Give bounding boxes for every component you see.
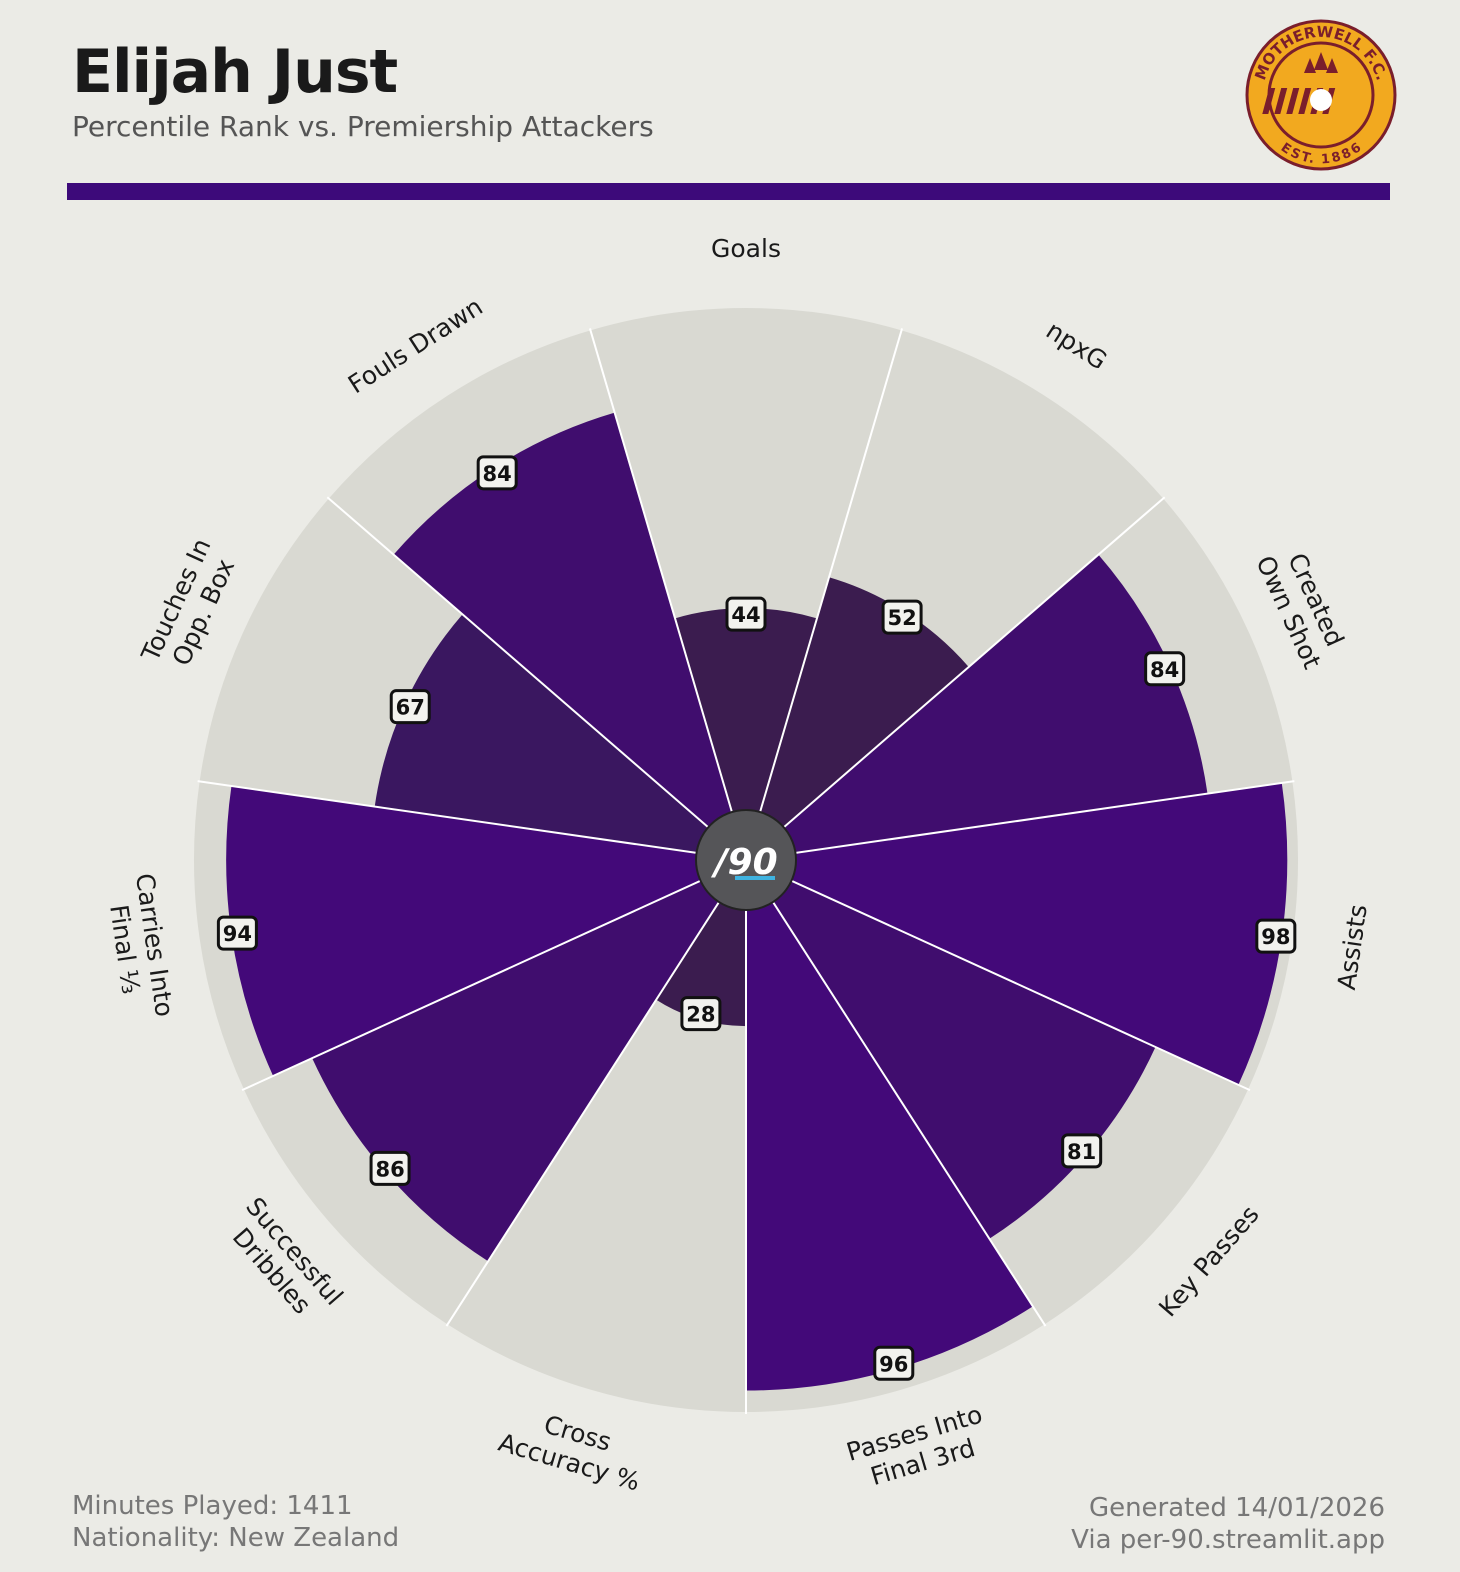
page-title: Elijah Just (72, 37, 398, 107)
category-label-line: Assists (1332, 903, 1373, 992)
crest-stripe (1274, 88, 1288, 114)
center-logo: /90 (695, 809, 797, 911)
category-label-carries-into-final: Carries IntoFinal ⅓ (100, 871, 179, 1022)
slice-divider (745, 780, 1295, 861)
data-label-goals: 44 (725, 596, 767, 632)
slice-divider (241, 859, 747, 1092)
slice-divider (745, 859, 1251, 1092)
bar-key-passes (754, 866, 1156, 1239)
bar-carries-into-final (226, 786, 732, 1076)
category-label-assists: Assists (1332, 903, 1373, 992)
slice-divider (745, 859, 1047, 1327)
header: Elijah Just Percentile Rank vs. Premiers… (72, 36, 654, 144)
category-label-line: Goals (711, 234, 781, 263)
crest-stripe (1262, 88, 1276, 114)
data-label-box (725, 596, 767, 632)
data-label-assists: 98 (1255, 918, 1297, 954)
data-label-box (476, 455, 518, 491)
data-label-text: 28 (686, 1003, 715, 1027)
data-label-box (1255, 918, 1297, 954)
category-label-line: npxG (1041, 316, 1112, 376)
slice-divider (745, 328, 904, 861)
slice-divider (745, 496, 1166, 861)
data-label-key-passes: 81 (1061, 1133, 1103, 1169)
data-label-text: 84 (483, 462, 512, 486)
data-label-text: 52 (887, 606, 916, 630)
bar-assists (760, 782, 1288, 1085)
data-label-text: 67 (396, 696, 425, 720)
footer-right: Generated 14/01/2026 Via per-90.streamli… (1071, 1492, 1385, 1556)
slice-background-goals (590, 308, 902, 845)
category-label-passes-into-final-3rd: Passes IntoFinal 3rd (843, 1400, 994, 1496)
data-label-cross-accuracy: 28 (680, 996, 722, 1032)
crest-stripe (1298, 88, 1312, 114)
data-label-box (1144, 651, 1186, 687)
data-label-box (873, 1345, 915, 1381)
data-label-text: 98 (1261, 925, 1290, 949)
slice-divider (445, 859, 747, 1327)
bar-fouls-drawn (393, 412, 742, 850)
data-label-box (680, 996, 722, 1032)
data-label-npxg: 52 (881, 599, 923, 635)
data-label-box (389, 689, 431, 725)
data-label-fouls-drawn: 84 (476, 455, 518, 491)
club-crest-icon: MOTHERWELL F.C. EST. 1886 (1245, 19, 1397, 171)
data-label-text: 96 (879, 1352, 908, 1376)
center-logo-text: /90 (710, 842, 777, 883)
category-label-touches-in-opp-box: Touches InOpp. Box (135, 534, 244, 679)
category-label-goals: Goals (711, 234, 781, 263)
data-label-text: 86 (375, 1157, 404, 1181)
bar-touches-in-opp-box (374, 614, 734, 858)
generated-date: Generated 14/01/2026 (1088, 1493, 1385, 1523)
category-label-line: Fouls Drawn (343, 292, 488, 399)
data-label-created-own-shot: 84 (1144, 651, 1186, 687)
bar-cross-accuracy (656, 873, 746, 1027)
source-link: Via per-90.streamlit.app (1071, 1525, 1385, 1555)
bar-goals (675, 608, 817, 845)
category-label-fouls-drawn: Fouls Drawn (343, 292, 488, 399)
accent-divider (67, 183, 1390, 200)
data-label-box (881, 599, 923, 635)
data-label-box (216, 915, 258, 951)
data-label-box (369, 1150, 411, 1186)
minutes-played: Minutes Played: 1411 (72, 1491, 353, 1521)
bar-successful-dribbles (312, 866, 738, 1262)
nationality: Nationality: New Zealand (72, 1523, 400, 1553)
slice-divider (588, 328, 747, 861)
data-label-text: 81 (1067, 1140, 1096, 1164)
data-label-text: 84 (1150, 658, 1179, 682)
data-label-box (1061, 1133, 1103, 1169)
category-label-key-passes: Key Passes (1153, 1200, 1265, 1323)
data-label-text: 44 (731, 603, 760, 627)
bar-created-own-shot (758, 554, 1208, 858)
bar-npxg (750, 577, 969, 850)
data-label-passes-into-final-3rd: 96 (873, 1345, 915, 1381)
category-label-line: Key Passes (1153, 1200, 1265, 1323)
bar-passes-into-final-3rd (746, 873, 1033, 1391)
data-label-carries-into-final: 94 (216, 915, 258, 951)
category-label-npxg: npxG (1041, 316, 1112, 376)
data-label-text: 94 (223, 922, 252, 946)
category-label-created-own-shot: CreatedOwn Shot (1250, 539, 1354, 674)
data-label-successful-dribbles: 86 (369, 1150, 411, 1186)
category-label-cross-accuracy: CrossAccuracy % (495, 1399, 652, 1497)
crest-stripe (1286, 88, 1300, 114)
data-label-touches-in-opp-box: 67 (389, 689, 431, 725)
slice-divider (326, 496, 747, 861)
slice-divider (197, 780, 747, 861)
footer-left: Minutes Played: 1411 Nationality: New Ze… (72, 1490, 399, 1554)
page-subtitle: Percentile Rank vs. Premiership Attacker… (72, 110, 654, 143)
